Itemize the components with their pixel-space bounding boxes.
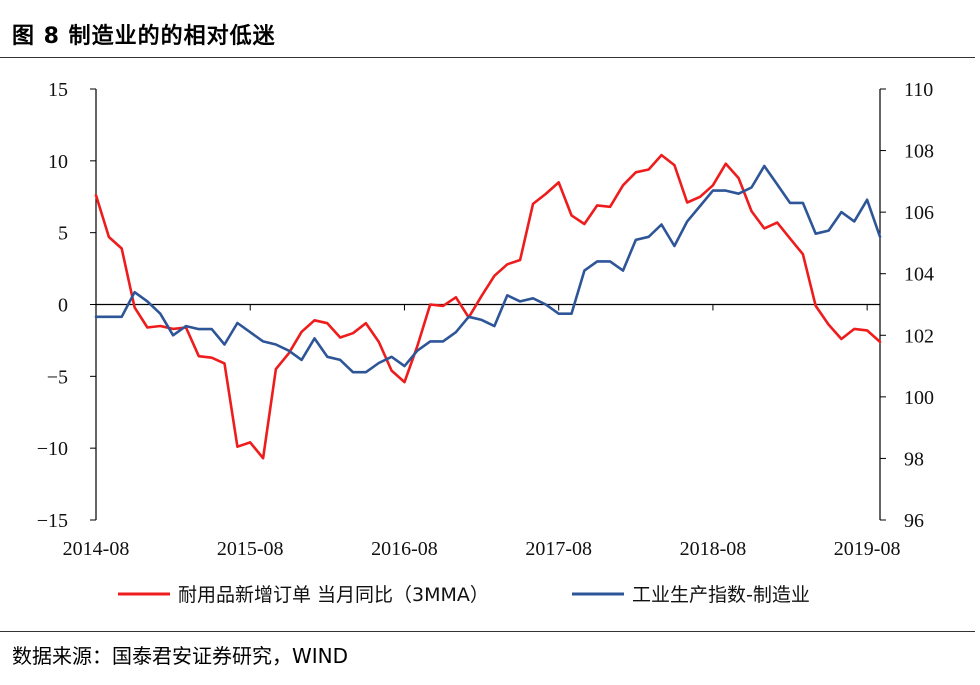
left-tick-label: −5 [47, 366, 68, 388]
top-rule [0, 57, 975, 58]
right-tick-label: 96 [904, 510, 924, 532]
chart-legend: 耐用品新增订单 当月同比（3MMA） 工业生产指数-制造业 [118, 584, 810, 606]
left-tick-label: 15 [48, 79, 68, 101]
right-tick-label: 110 [904, 79, 933, 101]
x-tick-label: 2015-08 [217, 538, 284, 560]
right-tick-label: 98 [904, 448, 924, 470]
series-layer [94, 153, 882, 460]
bottom-rule [0, 631, 975, 632]
x-tick-label: 2014-08 [63, 538, 130, 560]
x-tick-label: 2019-08 [834, 538, 901, 560]
left-tick-label: 5 [58, 223, 68, 245]
chart-axes: 15 10 5 0 −5 −10 −15 110 108 106 104 102 100 98 96 2014… [37, 79, 934, 560]
x-tick-label: 2018-08 [680, 538, 747, 560]
legend-label-2: 工业生产指数-制造业 [632, 584, 810, 606]
legend-label-1: 耐用品新增订单 当月同比（3MMA） [178, 584, 489, 606]
x-tick-label: 2016-08 [371, 538, 438, 560]
line-chart: 15 10 5 0 −5 −10 −15 110 108 106 104 102 100 98 96 2014… [37, 79, 934, 606]
series-line-2 [94, 164, 882, 374]
data-source-note: 数据来源：国泰君安证券研究，WIND [12, 644, 349, 668]
right-tick-label: 104 [904, 264, 934, 286]
right-tick-label: 102 [904, 325, 934, 347]
right-tick-label: 106 [904, 202, 934, 224]
left-tick-label: 10 [48, 151, 68, 173]
x-tick-label: 2017-08 [525, 538, 592, 560]
series-line-1 [94, 153, 882, 460]
figure-title: 图 8 制造业的的相对低迷 [12, 24, 276, 49]
left-tick-label: 0 [58, 295, 68, 317]
right-tick-label: 108 [904, 141, 934, 163]
right-tick-label: 100 [904, 387, 934, 409]
left-tick-label: −10 [37, 438, 68, 460]
left-tick-label: −15 [37, 510, 68, 532]
